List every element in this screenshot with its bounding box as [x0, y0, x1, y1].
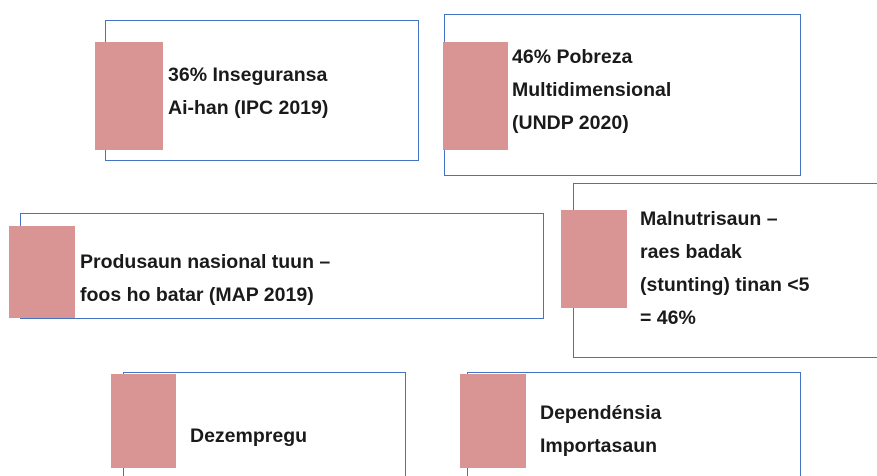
- card-line: Importasaun: [540, 435, 658, 457]
- card-line: Malnutrisaun –: [640, 208, 778, 230]
- card-line: (stunting) tinan <5: [640, 274, 810, 296]
- card-text: 46% Pobreza Multidimensional (UNDP 2020): [512, 41, 671, 140]
- card-line: Ai-han (IPC 2019): [168, 97, 329, 119]
- card-accent: [460, 374, 526, 468]
- card-line: (UNDP 2020): [512, 112, 629, 134]
- card-frame: [20, 213, 544, 319]
- card-line: = 46%: [640, 307, 696, 329]
- card-line: foos ho batar (MAP 2019): [80, 284, 314, 306]
- card-line: Produsaun nasional tuun –: [80, 251, 331, 273]
- card-accent: [561, 210, 627, 308]
- card-accent: [9, 226, 75, 318]
- card-text: Dezempregu: [190, 420, 307, 453]
- card-line: raes badak: [640, 241, 742, 263]
- card-text: Dependénsia Importasaun: [540, 397, 661, 463]
- card-line: 36% Inseguransa: [168, 64, 328, 86]
- card-line: Dezempregu: [190, 425, 308, 447]
- card-text: Produsaun nasional tuun – foos ho batar …: [80, 246, 330, 312]
- card-line: 46% Pobreza: [512, 46, 633, 68]
- card-accent: [95, 42, 163, 150]
- card-line: Dependénsia: [540, 402, 662, 424]
- card-accent: [111, 374, 176, 468]
- card-accent: [443, 42, 508, 150]
- card-line: Multidimensional: [512, 79, 672, 101]
- card-text: 36% Inseguransa Ai-han (IPC 2019): [168, 59, 328, 125]
- card-text: Malnutrisaun – raes badak (stunting) tin…: [640, 203, 810, 335]
